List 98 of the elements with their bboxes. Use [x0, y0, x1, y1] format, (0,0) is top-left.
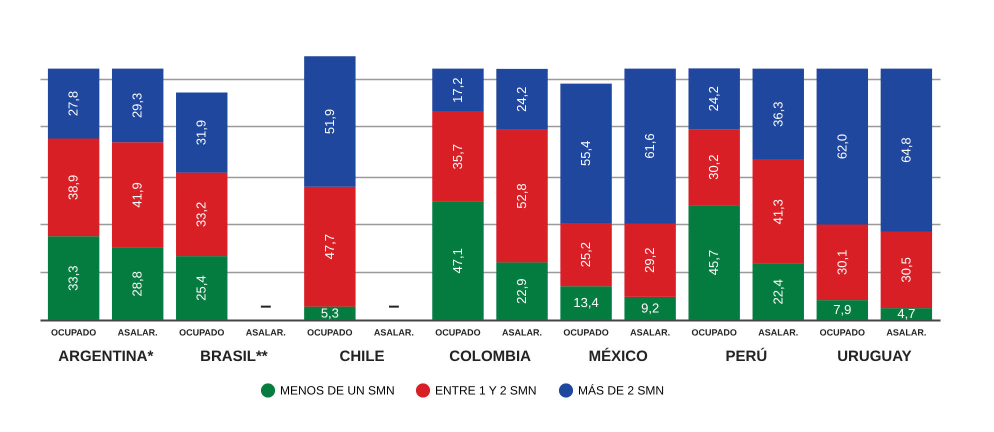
- text: ARGENTINA*: [58, 348, 154, 365]
- data-label: 62,0: [834, 134, 850, 160]
- x-tick-label: OCUPADO: [820, 328, 865, 338]
- x-tick-label: ASALAR.: [374, 328, 414, 338]
- data-label: 13,4: [573, 295, 599, 310]
- bar: [880, 308, 932, 320]
- data-label: 45,7: [706, 250, 722, 276]
- data-label: 22,4: [770, 279, 786, 304]
- data-label: 24,2: [706, 86, 722, 112]
- bar: [112, 248, 164, 320]
- data-label: 31,9: [194, 120, 209, 146]
- x-tick-label: OCUPADO: [50, 328, 96, 338]
- bar: [560, 84, 612, 223]
- data-label: 25,2: [578, 242, 594, 268]
- bar: [560, 286, 612, 320]
- bar: [880, 68, 932, 232]
- bar: [688, 205, 740, 320]
- data-label: 52,8: [514, 183, 530, 209]
- data-label: 29,3: [130, 92, 145, 118]
- data-label: 38,9: [66, 174, 81, 200]
- text: BRASIL**: [200, 348, 268, 365]
- x-tick-label: ASALAR.: [886, 328, 926, 338]
- bar: [624, 223, 676, 297]
- text: URUGUAY: [837, 348, 912, 365]
- bar: [816, 68, 868, 224]
- x-tick-label: OCUPADO: [179, 328, 224, 338]
- data-label: 4,7: [897, 306, 916, 322]
- bar: [752, 160, 804, 264]
- data-label: 7,9: [833, 302, 852, 318]
- legend-label: ENTRE 1 Y 2 SMN: [435, 383, 537, 398]
- bar: [304, 186, 356, 307]
- data-label: 27,8: [66, 90, 81, 116]
- bar: [176, 172, 228, 256]
- bar: [48, 138, 100, 236]
- text: MÉXICO: [588, 347, 648, 365]
- data-label: 17,2: [450, 78, 465, 103]
- x-tick-label: OCUPADO: [307, 328, 353, 338]
- data-label: 29,2: [642, 248, 658, 273]
- bar: [752, 264, 804, 320]
- legend-label: MÁS DE 2 SMN: [578, 383, 664, 398]
- data-label: 61,6: [642, 133, 658, 159]
- x-tick-label: OCUPADO: [563, 328, 609, 338]
- text: CHILE: [340, 348, 384, 365]
- data-label: 36,3: [770, 102, 786, 127]
- x-tick-label: ASALAR.: [758, 328, 798, 338]
- bar: [304, 306, 356, 320]
- bar: [496, 262, 548, 320]
- bar: [816, 300, 868, 320]
- bar: [432, 112, 484, 202]
- data-label: 30,2: [706, 154, 722, 180]
- bar: [816, 224, 868, 300]
- text: –: [260, 295, 272, 317]
- data-label: 30,1: [834, 250, 850, 275]
- bar: [624, 296, 676, 320]
- text: PERÚ: [726, 347, 768, 365]
- bar: [560, 222, 612, 286]
- bar: [48, 236, 100, 320]
- bar: [688, 129, 740, 206]
- x-tick-label: ASALAR.: [630, 328, 670, 338]
- data-label: 41,9: [130, 182, 145, 208]
- bar: [304, 56, 356, 187]
- data-label: 35,7: [450, 144, 465, 170]
- data-label: 5,3: [320, 305, 339, 320]
- bar: [752, 68, 804, 160]
- data-label: 64,8: [898, 137, 914, 163]
- data-label: 9,2: [641, 300, 660, 316]
- bar: [112, 142, 164, 248]
- bar: [432, 68, 484, 112]
- x-tick-label: OCUPADO: [435, 328, 481, 338]
- data-label: 33,2: [194, 202, 209, 228]
- x-tick-label: OCUPADO: [692, 328, 737, 338]
- data-label: 55,4: [578, 140, 594, 166]
- data-label: 25,4: [194, 275, 209, 301]
- bar: [432, 202, 484, 320]
- data-label: 30,5: [898, 257, 914, 282]
- text: COLOMBIA: [449, 348, 532, 365]
- data-label: 47,1: [450, 248, 465, 274]
- data-label: 28,8: [130, 271, 145, 296]
- bar: [688, 68, 740, 130]
- x-tick-label: ASALAR.: [502, 328, 542, 338]
- bar: [112, 68, 164, 142]
- data-label: 22,9: [514, 278, 530, 304]
- legend-label: MENOS DE UN SMN: [280, 383, 395, 398]
- x-tick-label: ASALAR.: [118, 328, 158, 338]
- bar: [48, 68, 100, 138]
- data-label: 24,2: [514, 86, 530, 112]
- bar: [176, 92, 228, 173]
- data-label: 33,3: [66, 265, 81, 291]
- data-label: 47,7: [322, 234, 337, 260]
- bar: [496, 130, 548, 262]
- text: –: [388, 295, 400, 317]
- bar: [880, 231, 932, 308]
- data-label: 51,9: [322, 108, 337, 134]
- bar: [624, 68, 676, 224]
- x-tick-label: ASALAR.: [246, 328, 286, 338]
- bar: [496, 68, 548, 130]
- bar: [176, 256, 228, 320]
- data-label: 41,3: [770, 199, 786, 224]
